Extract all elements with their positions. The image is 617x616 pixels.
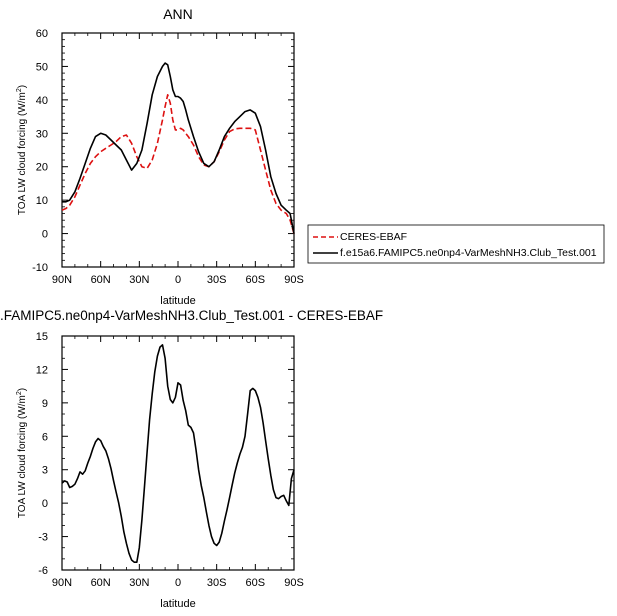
y-tick-label: 3 (42, 465, 48, 477)
y-tick-label: -3 (38, 532, 48, 544)
y-tick-label: 9 (42, 398, 48, 410)
y-tick-label: 10 (36, 195, 48, 207)
x-tick-label: 0 (175, 577, 181, 589)
y-axis-label-text: TOA LW cloud forcing (W/m (17, 92, 28, 215)
x-tick-label: 60S (246, 274, 266, 286)
y-tick-label: 20 (36, 162, 48, 174)
y-tick-label: 60 (36, 28, 48, 40)
x-tick-label: 90S (284, 274, 304, 286)
y-tick-label: 6 (42, 431, 48, 443)
x-axis-label: latitude (160, 295, 195, 307)
y-tick-label: 15 (36, 331, 48, 343)
series-lines (61, 62, 295, 234)
x-tick-labels: 90N 60N 30N 0 30S 60S 90S (52, 577, 304, 589)
y-tick-labels: -6 -3 0 3 6 9 12 15 (36, 331, 48, 577)
legend-label-ceres: CERES-EBAF (340, 231, 407, 243)
legend-label-model: f.e15a6.FAMIPC5.ne0np4-VarMeshNH3.Club_T… (340, 247, 597, 259)
x-tick-label: 60N (91, 274, 111, 286)
series-line-0 (61, 344, 295, 564)
chart-title: ANN (163, 6, 193, 22)
plot-frame (61, 335, 295, 571)
y-tick-label: 30 (36, 128, 48, 140)
series-line-1 (62, 62, 295, 234)
x-tick-label: 90S (284, 577, 304, 589)
y-axis-label-close: ) (17, 388, 28, 391)
panel-difference: .FAMIPC5.ne0np4-VarMeshNH3.Club_Test.001… (0, 308, 383, 610)
y-tick-label: 40 (36, 95, 48, 107)
y-tick-labels: -10 0 10 20 30 40 50 60 (32, 28, 48, 274)
x-tick-label: 30S (207, 577, 227, 589)
y-axis-label-text: TOA LW cloud forcing (W/m (17, 395, 28, 518)
y-axis-label-sup: 2 (16, 391, 23, 395)
y-tick-label: 50 (36, 61, 48, 73)
chart-title: .FAMIPC5.ne0np4-VarMeshNH3.Club_Test.001… (0, 308, 383, 323)
series-line-0 (61, 94, 295, 234)
y-axis-label-sup: 2 (16, 88, 23, 92)
panel-annual-mean: ANN 90N 60N 30N 0 30S 60S 90S -10 0 10 20 30 40 50 60… (16, 6, 304, 307)
x-tick-label: 90N (52, 577, 72, 589)
x-tick-label: 60S (246, 577, 266, 589)
y-tick-label: -10 (32, 262, 48, 274)
x-tick-label: 30N (129, 274, 149, 286)
y-tick-label: -6 (38, 565, 48, 577)
plot-frame (61, 32, 295, 268)
x-tick-label: 30N (129, 577, 149, 589)
x-tick-label: 90N (52, 274, 72, 286)
y-axis-label: TOA LW cloud forcing (W/m2) (16, 388, 28, 518)
x-tick-label: 0 (175, 274, 181, 286)
y-tick-label: 0 (42, 229, 48, 241)
x-tick-label: 60N (91, 577, 111, 589)
axis-ticks (61, 335, 295, 571)
y-axis-label: TOA LW cloud forcing (W/m2) (16, 85, 28, 215)
axis-ticks (61, 32, 295, 268)
y-tick-label: 0 (42, 498, 48, 510)
x-tick-labels: 90N 60N 30N 0 30S 60S 90S (52, 274, 304, 286)
legend: CERES-EBAF f.e15a6.FAMIPC5.ne0np4-VarMes… (307, 224, 605, 264)
x-axis-label: latitude (160, 598, 195, 610)
y-axis-label-close: ) (17, 85, 28, 88)
y-tick-label: 12 (36, 364, 48, 376)
series-lines (61, 344, 295, 564)
legend-box (307, 224, 605, 264)
x-tick-label: 30S (207, 274, 227, 286)
